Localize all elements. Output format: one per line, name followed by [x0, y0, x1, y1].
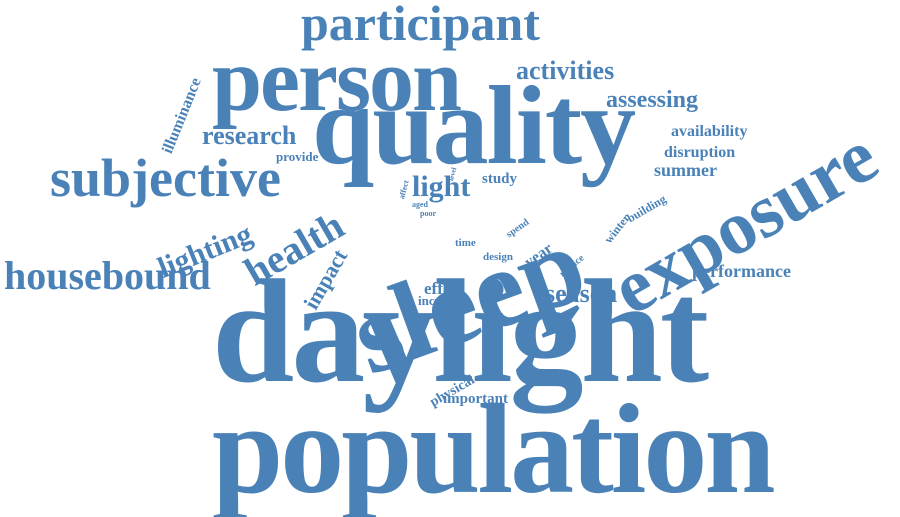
word-research: research: [202, 123, 296, 149]
word-summer: summer: [654, 161, 717, 179]
word-aged: aged: [412, 201, 428, 209]
word-increase: increase: [418, 294, 463, 307]
word-building: building: [625, 193, 668, 225]
word-disruption: disruption: [664, 145, 735, 161]
word-poor: poor: [420, 210, 436, 218]
word-illuminance: illuminance: [160, 76, 205, 156]
word-time: time: [455, 238, 476, 249]
word-assessing: assessing: [606, 88, 698, 112]
word-availability: availability: [671, 124, 747, 140]
word-provide: provide: [276, 150, 318, 163]
word-subjective: subjective: [50, 151, 281, 205]
word-light: light: [412, 172, 470, 202]
word-exposure: exposure: [600, 117, 889, 328]
word-affect: affect: [398, 180, 411, 201]
word-activities: activities: [516, 58, 614, 84]
word-participant: participant: [301, 0, 540, 48]
word-performance: performance: [692, 262, 791, 280]
word-season: season: [545, 281, 617, 307]
word-study: study: [482, 172, 517, 187]
word-design: design: [483, 252, 513, 263]
